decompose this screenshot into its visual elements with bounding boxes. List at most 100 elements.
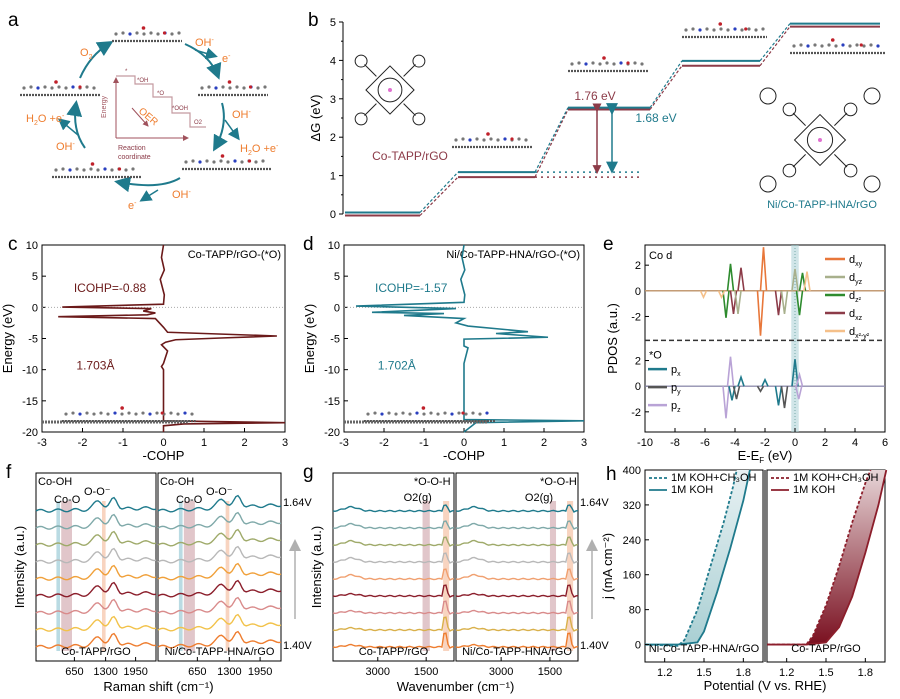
y-tick-label: 5 — [32, 271, 38, 283]
atom — [114, 32, 118, 36]
y-tick-label: 240 — [623, 535, 641, 547]
curve-koh — [645, 469, 751, 646]
potential-bottom-label: 1.40V — [283, 640, 312, 652]
atom — [124, 168, 128, 172]
atom — [99, 411, 103, 415]
label-e-top: e- — [222, 53, 231, 65]
panel-a: a O2 OH- e- OH- H2O +e- OH- e- OH- H2O +… — [8, 10, 279, 212]
energy-connector — [649, 60, 683, 109]
atom — [106, 412, 110, 416]
atom — [134, 412, 138, 416]
cycle-arrow-left — [66, 100, 86, 149]
oxygen-atom — [160, 411, 164, 415]
atom — [85, 85, 89, 89]
y-tick-label: 3 — [330, 94, 336, 106]
atom — [754, 28, 758, 32]
y-axis-label: Energy (eV) — [0, 304, 15, 373]
atom — [443, 411, 447, 415]
atom — [584, 62, 588, 66]
atom — [691, 27, 695, 31]
band-highlight — [422, 501, 430, 651]
atom — [834, 44, 838, 48]
atom — [113, 411, 117, 415]
atom — [468, 138, 472, 142]
x-axis-label: Wavenumber (cm⁻¹) — [397, 679, 515, 694]
curve-koh-methanol — [767, 469, 872, 646]
label-h2o-left: H2O +e- — [26, 113, 65, 127]
band-highlight — [61, 501, 72, 651]
atom — [127, 411, 131, 415]
atom — [184, 160, 188, 164]
atom — [256, 86, 260, 90]
atom — [478, 412, 482, 416]
spectrum-curve — [332, 616, 455, 632]
spectrum-curve — [332, 552, 455, 564]
atom — [149, 31, 153, 35]
pdos-peak-d_z2 — [726, 263, 735, 291]
y-tick-label: -15 — [22, 396, 38, 408]
y-tick-label: -20 — [22, 427, 38, 439]
panel-label-g: g — [303, 462, 314, 483]
atom — [712, 28, 716, 32]
atom — [207, 85, 211, 89]
subscript: xy — [855, 261, 863, 268]
label-oh-left: OH- — [56, 141, 76, 153]
legend-label: px — [671, 364, 681, 378]
adsorbate-structure — [364, 406, 496, 423]
phenyl-ring — [782, 102, 797, 117]
atom — [43, 85, 47, 89]
x-tick-label: 1.2 — [657, 667, 672, 679]
x-tick-label: 1500 — [538, 666, 562, 678]
y-tick-label: 0 — [635, 640, 641, 652]
pdos-peak-d_xz — [774, 290, 783, 316]
label-ni-co-tapp-hna: Ni/Co-TAPP-HNA/rGO — [767, 199, 877, 211]
atom — [862, 44, 866, 48]
atom — [156, 32, 160, 36]
energy-connector — [649, 65, 683, 110]
atom — [387, 411, 391, 415]
pdos-peak-p_x — [761, 377, 769, 387]
x-tick-label: -1 — [118, 437, 128, 449]
atom — [471, 411, 475, 415]
atom — [640, 62, 644, 66]
panel-e: e -10 -8 -6 -4 -2 0 2 4 620-220-2E-EF (eV)PDOS (… — [603, 234, 888, 465]
atom — [612, 62, 616, 66]
atom — [475, 137, 479, 141]
legend-label: 1M KOH+CH₃OH — [671, 472, 757, 484]
atom — [827, 43, 831, 47]
y-tick-label: 4 — [330, 55, 336, 67]
plot-frame — [35, 472, 157, 662]
spectrum-curve — [157, 579, 282, 598]
shaded-area — [645, 470, 750, 646]
x-tick-label: -10 — [637, 437, 653, 449]
x-tick-label: 0 — [160, 437, 166, 449]
spectrum-curve — [35, 513, 157, 530]
atom — [96, 168, 100, 172]
aryl-bond — [364, 103, 377, 116]
cohp-curve — [355, 244, 585, 433]
band-highlight — [56, 501, 60, 651]
x-tick-label: 650 — [65, 666, 83, 678]
pdos-peak-p_y — [756, 385, 765, 393]
label-oh-bottom: OH- — [172, 189, 192, 201]
atom — [485, 411, 489, 415]
y-tick-label: 0 — [334, 302, 340, 314]
plot-frame — [455, 472, 579, 662]
atom — [71, 85, 75, 89]
atom — [242, 86, 246, 90]
atom — [148, 412, 152, 416]
atom — [792, 44, 796, 48]
x-tick-label: 1300 — [217, 666, 241, 678]
legend-label: dxy — [849, 254, 863, 268]
y-axis-label: j (mA cm⁻²) — [600, 533, 615, 600]
atom — [110, 168, 114, 172]
band-label-o2g: O2(g) — [404, 492, 432, 504]
atom — [598, 62, 602, 66]
spectrum-curve — [157, 511, 282, 530]
atom — [235, 85, 239, 89]
label-h2o-right: H2O +e- — [240, 143, 279, 157]
inset-oer-label: OER — [136, 106, 160, 128]
cycle-arrow-bottom — [114, 176, 181, 193]
spectrum-curve — [35, 496, 157, 513]
